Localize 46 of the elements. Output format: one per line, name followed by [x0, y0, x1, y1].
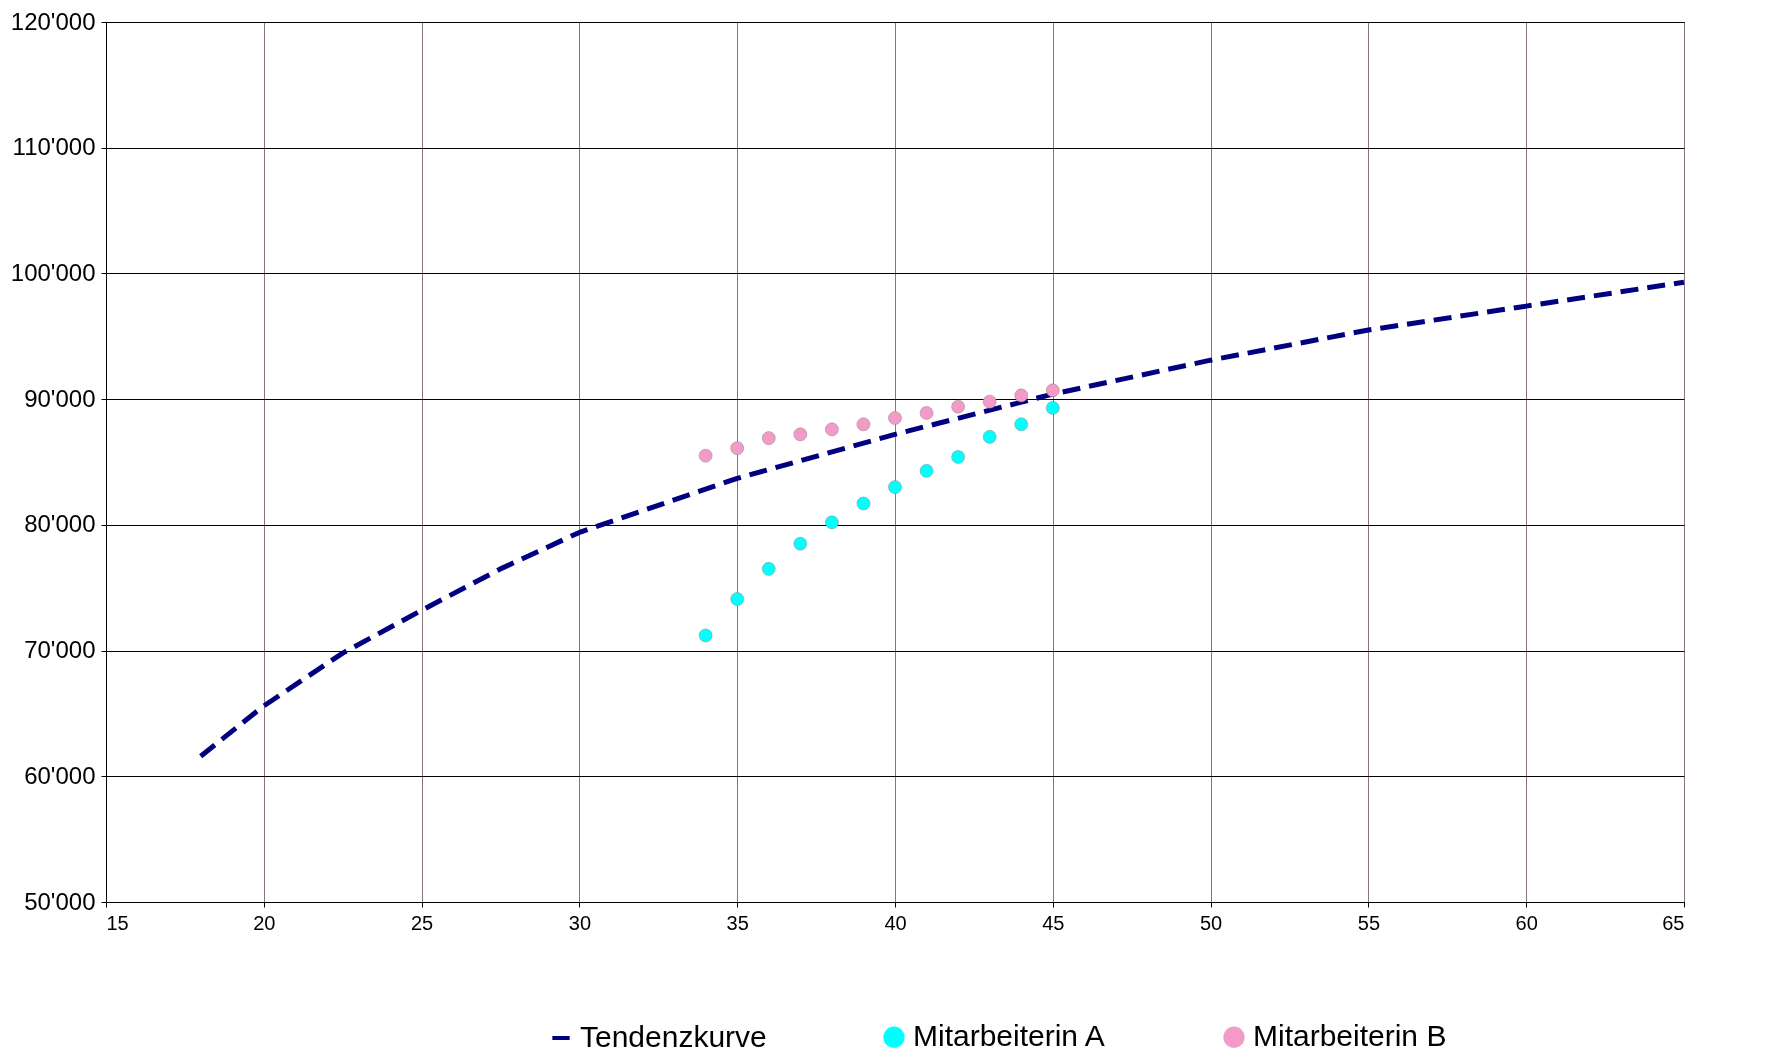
point [856, 417, 871, 432]
x-tick-label: 55 [1357, 911, 1381, 934]
y-tick-label: 120'000 [10, 7, 96, 35]
y-tick-label: 60'000 [24, 761, 96, 789]
y-tick-label: 110'000 [12, 133, 96, 161]
x-tick-label: 35 [726, 911, 749, 934]
x-tick-label: 15 [106, 911, 129, 934]
point [761, 431, 776, 445]
point [1046, 383, 1060, 398]
y-tick-label: 80'000 [24, 510, 96, 538]
x-tick-label: 30 [568, 911, 592, 934]
x-tick-label: 25 [410, 911, 434, 934]
point [1014, 388, 1029, 403]
x-tick-label: 60 [1515, 911, 1538, 934]
point [951, 399, 965, 414]
point [919, 406, 934, 420]
point [793, 536, 808, 551]
x-tick-label: 45 [1042, 911, 1065, 934]
point [825, 515, 839, 530]
legend-label: Mitarbeiterin A [913, 1019, 1105, 1053]
point [856, 496, 871, 511]
point [982, 430, 997, 444]
x-tick-label: 50 [1199, 911, 1223, 934]
point [888, 480, 902, 494]
point [888, 411, 902, 425]
point [698, 628, 713, 643]
point [982, 394, 997, 409]
point [951, 450, 965, 464]
point [825, 422, 839, 437]
x-tick-label: 20 [253, 911, 276, 934]
point [1046, 401, 1060, 415]
point [793, 427, 808, 442]
point [730, 592, 744, 606]
point [730, 441, 744, 455]
y-tick-label: 70'000 [24, 636, 96, 664]
y-tick-label: 100'000 [10, 258, 96, 286]
point [1014, 417, 1029, 432]
x-tick-label: 65 [1662, 911, 1685, 934]
point [919, 464, 934, 478]
point [761, 562, 776, 576]
legend-label: Tendenzkurve [580, 1020, 767, 1053]
x-tick-label: 40 [884, 911, 907, 934]
legend-label: Mitarbeiterin B [1253, 1019, 1447, 1053]
y-tick-label: 50'000 [24, 887, 96, 915]
point [698, 448, 713, 463]
y-tick-label: 90'000 [24, 384, 96, 412]
